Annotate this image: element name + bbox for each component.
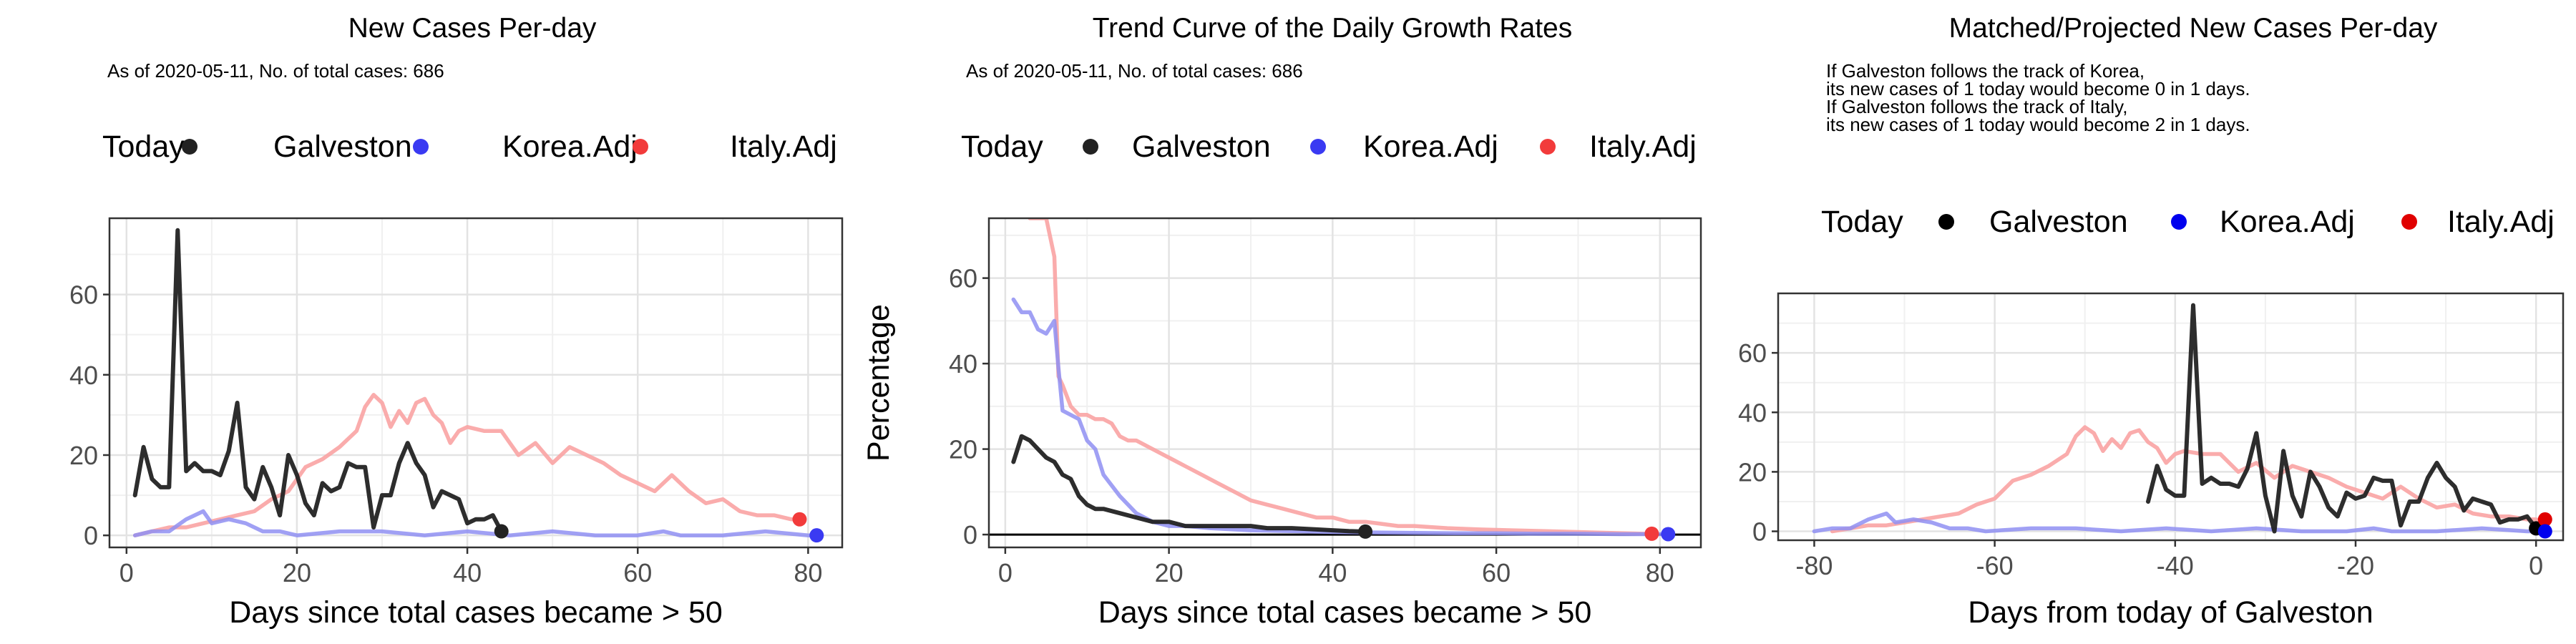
series-lines xyxy=(1011,218,1671,537)
legend-marker-italy-adj xyxy=(2401,214,2417,230)
chart-subtitle-line: its new cases of 1 today would become 0 … xyxy=(1826,78,2250,99)
today-point-italy-adj xyxy=(2537,512,2552,527)
series-line-italy-adj xyxy=(1830,425,2547,534)
chart-subtitle-line: If Galveston follows the track of Korea, xyxy=(1826,60,2145,82)
gridlines xyxy=(989,218,1701,547)
legend-marker-korea-adj xyxy=(413,139,429,155)
legend-label: Galveston xyxy=(1132,130,1271,164)
legend-label: Korea.Adj xyxy=(502,130,638,164)
chart-subtitle-line: As of 2020-05-11, No. of total cases: 68… xyxy=(107,60,444,82)
y-tick-label: 60 xyxy=(69,280,98,310)
legend-marker-italy-adj xyxy=(633,139,648,155)
legend-marker-korea-adj xyxy=(2171,214,2187,230)
plot-border xyxy=(1777,292,2565,542)
plot-area xyxy=(989,218,1701,547)
chart-subtitle-line: As of 2020-05-11, No. of total cases: 68… xyxy=(966,60,1303,82)
legend: Today Galveston Korea.Adj Italy.Adj xyxy=(961,130,1697,164)
x-tick-label: 0 xyxy=(2529,551,2543,580)
today-point-korea-adj xyxy=(2537,524,2552,539)
today-point-italy-adj xyxy=(792,512,807,527)
legend-label: Galveston xyxy=(1989,205,2128,239)
series-lines xyxy=(132,228,819,537)
y-tick-label: 40 xyxy=(1738,398,1767,427)
legend-label: Italy.Adj xyxy=(1589,130,1697,164)
y-tick-label: 60 xyxy=(949,264,977,293)
chart-title: Trend Curve of the Daily Growth Rates xyxy=(1093,13,1572,44)
x-tick-label: 40 xyxy=(453,558,482,587)
x-tick-label: 60 xyxy=(623,558,652,587)
today-point-italy-adj xyxy=(1644,526,1659,541)
x-tick-label: -60 xyxy=(1976,551,2014,580)
series-lines xyxy=(1812,303,2547,534)
legend-title: Today xyxy=(102,130,185,164)
chart-panel-1: New Cases Per-day As of 2020-05-11, No. o… xyxy=(69,13,844,630)
y-tick-label: 20 xyxy=(1738,457,1767,487)
y-tick-label: 0 xyxy=(963,520,977,550)
series-line-korea-adj xyxy=(1812,511,2547,534)
x-tick-label: 20 xyxy=(283,558,311,587)
y-axis-label: Percentage xyxy=(862,304,896,462)
today-point-galveston xyxy=(1358,524,1373,539)
series-line-galveston xyxy=(2146,303,2539,534)
chart-panel-3: Matched/Projected New Cases Per-day If Ga… xyxy=(1738,13,2565,630)
x-tick-label: -40 xyxy=(2157,551,2194,580)
x-tick-label: -80 xyxy=(1795,551,1833,580)
plot-area xyxy=(1778,293,2563,540)
chart-panel-2: Trend Curve of the Daily Growth Rates As … xyxy=(862,13,1702,630)
y-tick-label: 20 xyxy=(949,435,977,464)
chart-subtitle-line: its new cases of 1 today would become 2 … xyxy=(1826,114,2250,135)
x-tick-label: -20 xyxy=(2337,551,2374,580)
x-tick-label: 80 xyxy=(794,558,822,587)
legend-marker-italy-adj xyxy=(1540,139,1556,155)
y-tick-label: 40 xyxy=(949,349,977,379)
legend-title: Today xyxy=(961,130,1043,164)
series-line-korea-adj xyxy=(132,509,819,537)
y-tick-label: 40 xyxy=(69,361,98,390)
series-line-galveston xyxy=(132,228,504,534)
series-line-italy-adj xyxy=(1028,218,1654,536)
plot-border xyxy=(108,217,844,549)
x-tick-label: 0 xyxy=(119,558,134,587)
x-axis-label: Days from today of Galveston xyxy=(1968,595,2373,630)
series-line-italy-adj xyxy=(132,393,802,537)
series-line-galveston xyxy=(1011,434,1368,534)
chart-subtitle-line: If Galveston follows the track of Italy, xyxy=(1826,96,2127,117)
y-tick-label: 20 xyxy=(69,441,98,470)
y-tick-label: 0 xyxy=(1752,517,1767,547)
x-tick-label: 0 xyxy=(998,558,1013,587)
legend-title: Today xyxy=(1821,205,1903,239)
legend-marker-korea-adj xyxy=(1310,139,1326,155)
today-point-korea-adj xyxy=(809,528,824,543)
x-axis-label: Days since total cases became > 50 xyxy=(229,595,723,630)
legend: Today Galveston Korea.Adj Italy.Adj xyxy=(102,130,837,164)
today-point-galveston xyxy=(494,524,509,539)
x-tick-label: 20 xyxy=(1155,558,1184,587)
legend: Today Galveston Korea.Adj Italy.Adj xyxy=(1821,205,2555,239)
x-tick-label: 60 xyxy=(1482,558,1511,587)
chart-title: New Cases Per-day xyxy=(348,13,597,44)
y-tick-label: 60 xyxy=(1738,338,1767,368)
chart-title: Matched/Projected New Cases Per-day xyxy=(1949,13,2438,44)
plot-area xyxy=(109,218,842,547)
legend-label: Italy.Adj xyxy=(2447,205,2555,239)
legend-marker-galveston xyxy=(1938,214,1954,230)
legend-label: Galveston xyxy=(273,130,412,164)
x-axis-label: Days since total cases became > 50 xyxy=(1098,595,1592,630)
plot-border xyxy=(987,217,1702,549)
legend-label: Italy.Adj xyxy=(730,130,837,164)
legend-label: Korea.Adj xyxy=(1363,130,1498,164)
x-tick-label: 80 xyxy=(1646,558,1674,587)
x-tick-label: 40 xyxy=(1318,558,1347,587)
legend-marker-galveston xyxy=(1083,139,1098,155)
y-tick-label: 0 xyxy=(84,521,98,550)
legend-marker-galveston xyxy=(182,139,197,155)
legend-label: Korea.Adj xyxy=(2220,205,2355,239)
today-point-korea-adj xyxy=(1661,527,1676,542)
